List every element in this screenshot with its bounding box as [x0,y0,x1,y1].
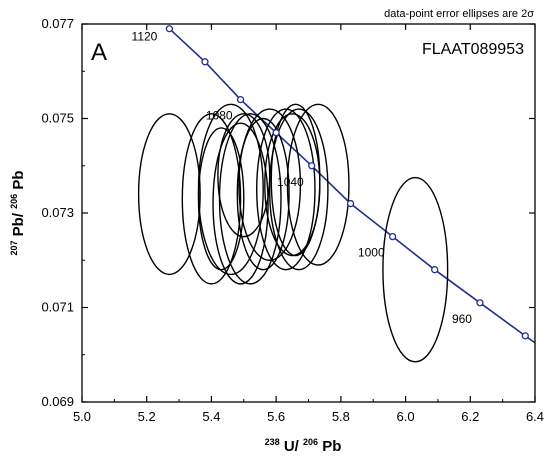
concordia-marker-960 [476,299,484,307]
error-ellipse-1 [137,113,201,276]
y-axis-title-main2: Pb [10,170,27,189]
concordia-marker-1040 [308,162,316,170]
x-tick-label: 5.4 [202,409,220,424]
x-axis-title-main1: U/ [284,438,300,455]
y-tick-label: 0.071 [41,300,74,315]
y-tick-label: 0.075 [41,111,74,126]
error-ellipse-9 [238,108,302,261]
y-axis-title: 207 Pb/ 206 Pb [4,170,27,255]
error-ellipse-note: data-point error ellipses are 2σ [384,8,534,20]
concordia-label-960: 960 [452,312,472,326]
x-tick-label: 5.6 [267,409,285,424]
concordia-label-1120: 1120 [132,30,158,44]
error-ellipse-5 [197,127,245,271]
concordia-age-markers [165,25,529,340]
y-axis-ticks: 0.069 0.071 0.073 0.075 0.077 [41,16,535,409]
y-tick-label: 0.069 [41,394,74,409]
concordia-label-1040: 1040 [277,175,304,189]
error-ellipses [137,103,449,363]
concordia-curve-group [168,28,536,344]
x-tick-label: 6.0 [397,409,415,424]
y-axis-title-sup2: 206 [9,194,19,209]
concordia-marker-1060 [272,129,280,137]
concordia-marker-940 [521,332,529,340]
error-ellipse-14 [286,103,350,266]
concordia-marker-1120 [165,25,174,33]
plot-frame [81,23,536,403]
x-axis-title-sup1: 238 [265,437,280,447]
x-tick-label: 6.2 [461,409,479,424]
error-ellipse-4 [212,122,269,285]
y-axis-title-main1: Pb/ [10,212,27,236]
x-axis-title-main2: Pb [322,438,341,455]
x-axis-title: 238 U/ 206 Pb [265,432,342,455]
error-ellipse-15 [382,176,449,363]
x-tick-label: 6.4 [526,409,544,424]
concordia-marker-1000 [388,232,397,241]
concordia-age-labels: 1120 1080 1040 1000 960 [132,30,473,326]
concordia-curve [168,28,536,344]
sample-id: FLAAT089953 [422,41,524,58]
x-axis-ticks: 5.0 5.2 5.4 5.6 5.8 6.0 6.2 6.4 [73,24,544,424]
y-axis-title-sup1: 207 [9,241,19,256]
error-ellipse-12 [270,103,321,257]
concordia-marker-1100 [201,58,209,66]
concordia-marker-980 [431,266,439,274]
error-ellipse-10 [256,108,316,271]
error-ellipse-13 [268,108,329,271]
x-tick-label: 5.0 [73,409,91,424]
x-tick-label: 5.2 [138,409,156,424]
y-tick-label: 0.073 [41,205,74,220]
x-tick-label: 5.8 [332,409,350,424]
concordia-label-1080: 1080 [206,109,233,123]
y-tick-label: 0.077 [41,16,74,31]
concordia-marker-1080 [236,95,245,104]
error-ellipse-8 [236,117,290,271]
x-axis-title-sup2: 206 [303,437,318,447]
panel-letter: A [91,39,107,66]
concordia-marker-1020 [346,199,355,208]
error-ellipse-2 [181,113,242,285]
error-ellipse-7 [217,113,271,238]
concordia-label-1000: 1000 [358,246,385,260]
